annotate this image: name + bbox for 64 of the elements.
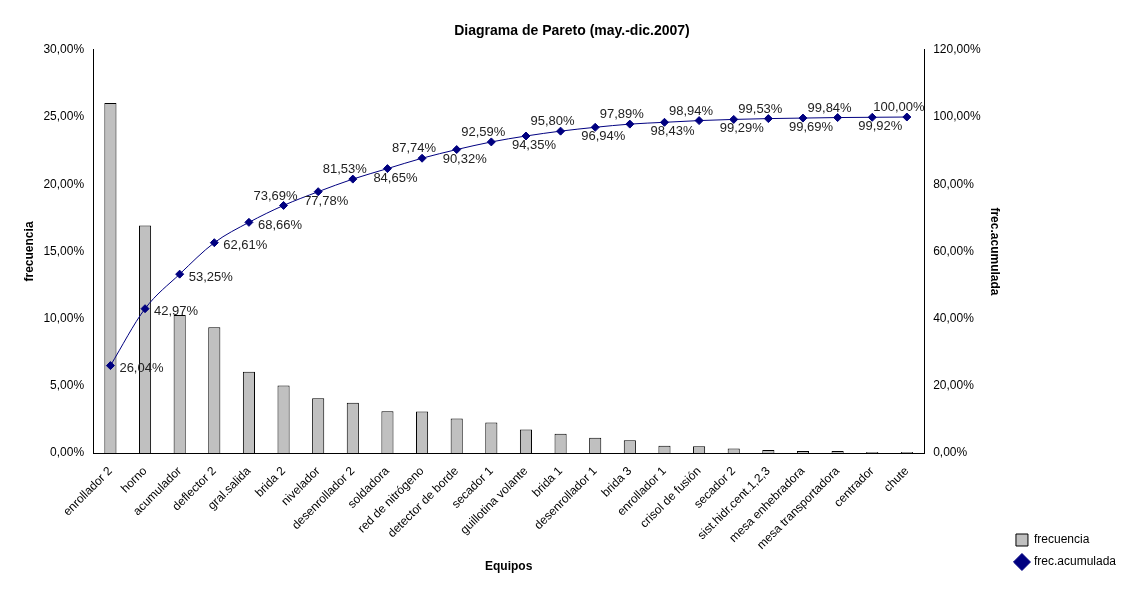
data-label: 73,69% [253,187,299,203]
data-label: 99,29% [719,120,765,136]
point [105,361,115,371]
data-label: 77,78% [304,192,349,208]
data-label: 68,66% [257,216,303,232]
point [348,174,358,184]
y-tick-label: 15,00% [43,243,85,258]
data-label: 99,69% [788,119,834,135]
data-label: 42,97% [154,303,199,319]
data-label: 92,59% [461,124,506,139]
point [313,187,323,197]
point [694,116,704,126]
data-label: 100,00% [873,99,925,115]
point [140,304,150,314]
data-label: 94,35% [511,137,557,153]
point [382,164,392,174]
point [244,217,254,227]
data-label: 53,25% [188,268,234,284]
y2-tick-label: 100,00% [933,109,981,124]
point [902,112,912,122]
data-label: 62,61% [223,237,268,253]
point [486,137,496,147]
point [590,122,600,132]
point [833,113,843,123]
y-tick-label: 30,00% [43,42,85,57]
data-label: 97,89% [599,106,645,122]
point [521,131,531,141]
y-tick-label: 5,00% [50,378,85,393]
data-label: 90,32% [442,150,488,166]
data-label: 99,53% [738,100,783,116]
point [625,119,635,129]
y2-axis-title: frec.acumulada [988,207,1003,296]
point [659,117,669,127]
x-axis-title: Equipos [484,559,533,574]
point [417,153,427,163]
data-label: 87,74% [392,140,437,156]
legend-label: frecuencia [1033,532,1090,547]
y2-tick-label: 40,00% [933,310,975,325]
point [556,126,566,136]
y2-tick-label: 60,00% [933,243,975,258]
data-label: 99,84% [807,99,853,115]
data-label: 84,65% [373,169,418,185]
y2-tick-label: 120,00% [933,42,981,57]
legend-label: frec.acumulada [1033,554,1117,569]
point [452,145,462,155]
y-tick-label: 10,00% [43,310,85,325]
data-label: 95,80% [530,113,576,129]
chart-title: Diagrama de Pareto (may.-dic.2007) [454,22,690,39]
data-label: 81,53% [322,161,368,177]
y2-tick-label: 0,00% [933,445,968,460]
y-tick-label: 25,00% [43,109,85,124]
y-axis-title: frecuencia [21,221,36,282]
y2-tick-label: 80,00% [933,176,975,191]
data-label: 98,43% [650,123,695,139]
data-label: 99,92% [858,118,903,134]
y2-tick-label: 20,00% [933,378,975,393]
data-label: 98,94% [669,102,714,118]
point [798,113,808,123]
point [729,114,739,124]
point [175,269,185,279]
y-tick-label: 20,00% [43,176,85,191]
y-tick-label: 0,00% [50,445,85,460]
point [209,238,219,248]
data-label: 96,94% [581,128,626,144]
